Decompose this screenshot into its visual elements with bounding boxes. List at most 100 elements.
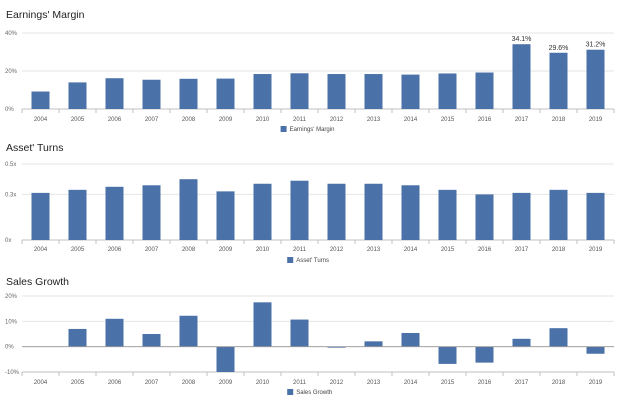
x-tick-label: 2013: [367, 117, 381, 123]
bar: [438, 346, 457, 364]
bar: [179, 78, 198, 109]
x-tick-label: 2019: [589, 380, 603, 386]
bar: [105, 318, 124, 347]
bar: [475, 194, 494, 240]
bar: [68, 328, 87, 347]
y-tick-label: 40%: [5, 31, 18, 37]
bar: [327, 74, 346, 109]
x-tick-label: 2009: [219, 380, 233, 386]
x-tick-label: 2019: [589, 117, 603, 123]
asset-turns-chart: 0x 0.3x 0.5x 2004 2005 2006 2007 2008 2009 2010 20…: [5, 162, 615, 264]
x-tick-label: 2007: [145, 117, 159, 123]
x-tick-label: 2019: [589, 247, 603, 253]
x-tick-label: 2013: [367, 247, 381, 253]
y-tick-label: 0.5x: [5, 162, 16, 168]
x-tick-label: 2014: [404, 247, 418, 253]
x-tick-label: 2010: [256, 117, 270, 123]
x-tick-label: 2017: [515, 247, 529, 253]
bar: [512, 338, 531, 347]
x-tick-label: 2004: [34, 117, 48, 123]
x-tick-label: 2015: [441, 247, 455, 253]
y-tick-label: 0x: [5, 238, 11, 244]
bar: [401, 74, 420, 109]
x-tick-label: 2013: [367, 380, 381, 386]
x-tick-label: 2008: [182, 247, 196, 253]
bar: [142, 185, 161, 240]
bar: [586, 346, 605, 354]
legend-label: Asset' Turns: [296, 258, 329, 264]
x-tick-label: 2017: [515, 117, 529, 123]
bar: [179, 179, 198, 240]
x-tick-label: 2009: [219, 117, 233, 123]
bar: [364, 74, 383, 109]
x-tick-label: 2016: [478, 117, 492, 123]
x-tick-label: 2006: [108, 380, 122, 386]
bar: [290, 180, 309, 240]
legend-label: Sales Growth: [296, 390, 332, 396]
x-tick-label: 2014: [404, 380, 418, 386]
bar: [68, 189, 87, 240]
x-tick-label: 2017: [515, 380, 529, 386]
bar: [142, 334, 161, 347]
bar: [253, 302, 272, 347]
x-tick-label: 2011: [293, 247, 307, 253]
x-tick-label: 2006: [108, 247, 122, 253]
legend-swatch: [287, 257, 294, 263]
bar: [68, 82, 87, 109]
bar: [586, 49, 605, 109]
bar: [438, 73, 457, 109]
x-tick-label: 2007: [145, 380, 159, 386]
y-tick-label: 20%: [5, 294, 18, 300]
x-tick-label: 2005: [71, 117, 85, 123]
y-tick-label: 0%: [5, 107, 14, 113]
bar: [364, 183, 383, 240]
x-tick-label: 2018: [552, 117, 566, 123]
legend-swatch: [287, 389, 294, 395]
y-tick-label: 20%: [5, 69, 18, 75]
x-tick-label: 2009: [219, 247, 233, 253]
y-tick-label: 0%: [5, 345, 14, 351]
x-tick-label: 2012: [330, 117, 344, 123]
legend-label: Earnings' Margin: [290, 127, 335, 133]
x-tick-label: 2012: [330, 380, 344, 386]
bar: [327, 183, 346, 240]
y-tick-label: 0.3x: [5, 192, 16, 198]
x-tick-label: 2015: [441, 380, 455, 386]
bar: [438, 189, 457, 240]
x-tick-label: 2011: [293, 117, 307, 123]
bar: [549, 52, 568, 109]
data-label: 29.6%: [549, 45, 569, 52]
x-tick-label: 2018: [552, 247, 566, 253]
bar: [105, 186, 124, 240]
bar: [105, 78, 124, 109]
bar: [253, 183, 272, 240]
bar: [512, 44, 531, 109]
y-tick-label: -10%: [5, 370, 20, 376]
earnings-margin-chart: 0% 20% 40% 34.1% 29.6% 31.2% 2004 2005 2006 2007 2…: [5, 31, 615, 133]
data-label: 31.2%: [586, 42, 606, 49]
x-tick-label: 2005: [71, 247, 85, 253]
bar: [216, 346, 235, 372]
sales-growth-chart: -10% 0% 10% 20% 2004 2005 2006 2007 2008 2009 2010…: [5, 294, 615, 396]
legend-swatch: [280, 126, 287, 132]
x-tick-label: 2012: [330, 247, 344, 253]
bar: [216, 191, 235, 240]
chart-panel-sales-growth: Sales Growth -10% 0% 10% 20% 2004 2005 2006 200…: [0, 268, 624, 404]
x-tick-label: 2015: [441, 117, 455, 123]
x-tick-label: 2008: [182, 117, 196, 123]
bar: [290, 73, 309, 109]
bar: [401, 332, 420, 347]
bar: [31, 91, 50, 109]
x-tick-label: 2005: [71, 380, 85, 386]
bar: [253, 74, 272, 109]
bar: [475, 72, 494, 109]
x-tick-label: 2004: [34, 247, 48, 253]
x-tick-label: 2018: [552, 380, 566, 386]
chart-title: Earnings' Margin: [6, 9, 85, 21]
x-tick-label: 2014: [404, 117, 418, 123]
bar: [327, 346, 346, 348]
x-tick-label: 2010: [256, 380, 270, 386]
bar: [142, 79, 161, 109]
bar: [179, 315, 198, 347]
bar: [586, 192, 605, 240]
